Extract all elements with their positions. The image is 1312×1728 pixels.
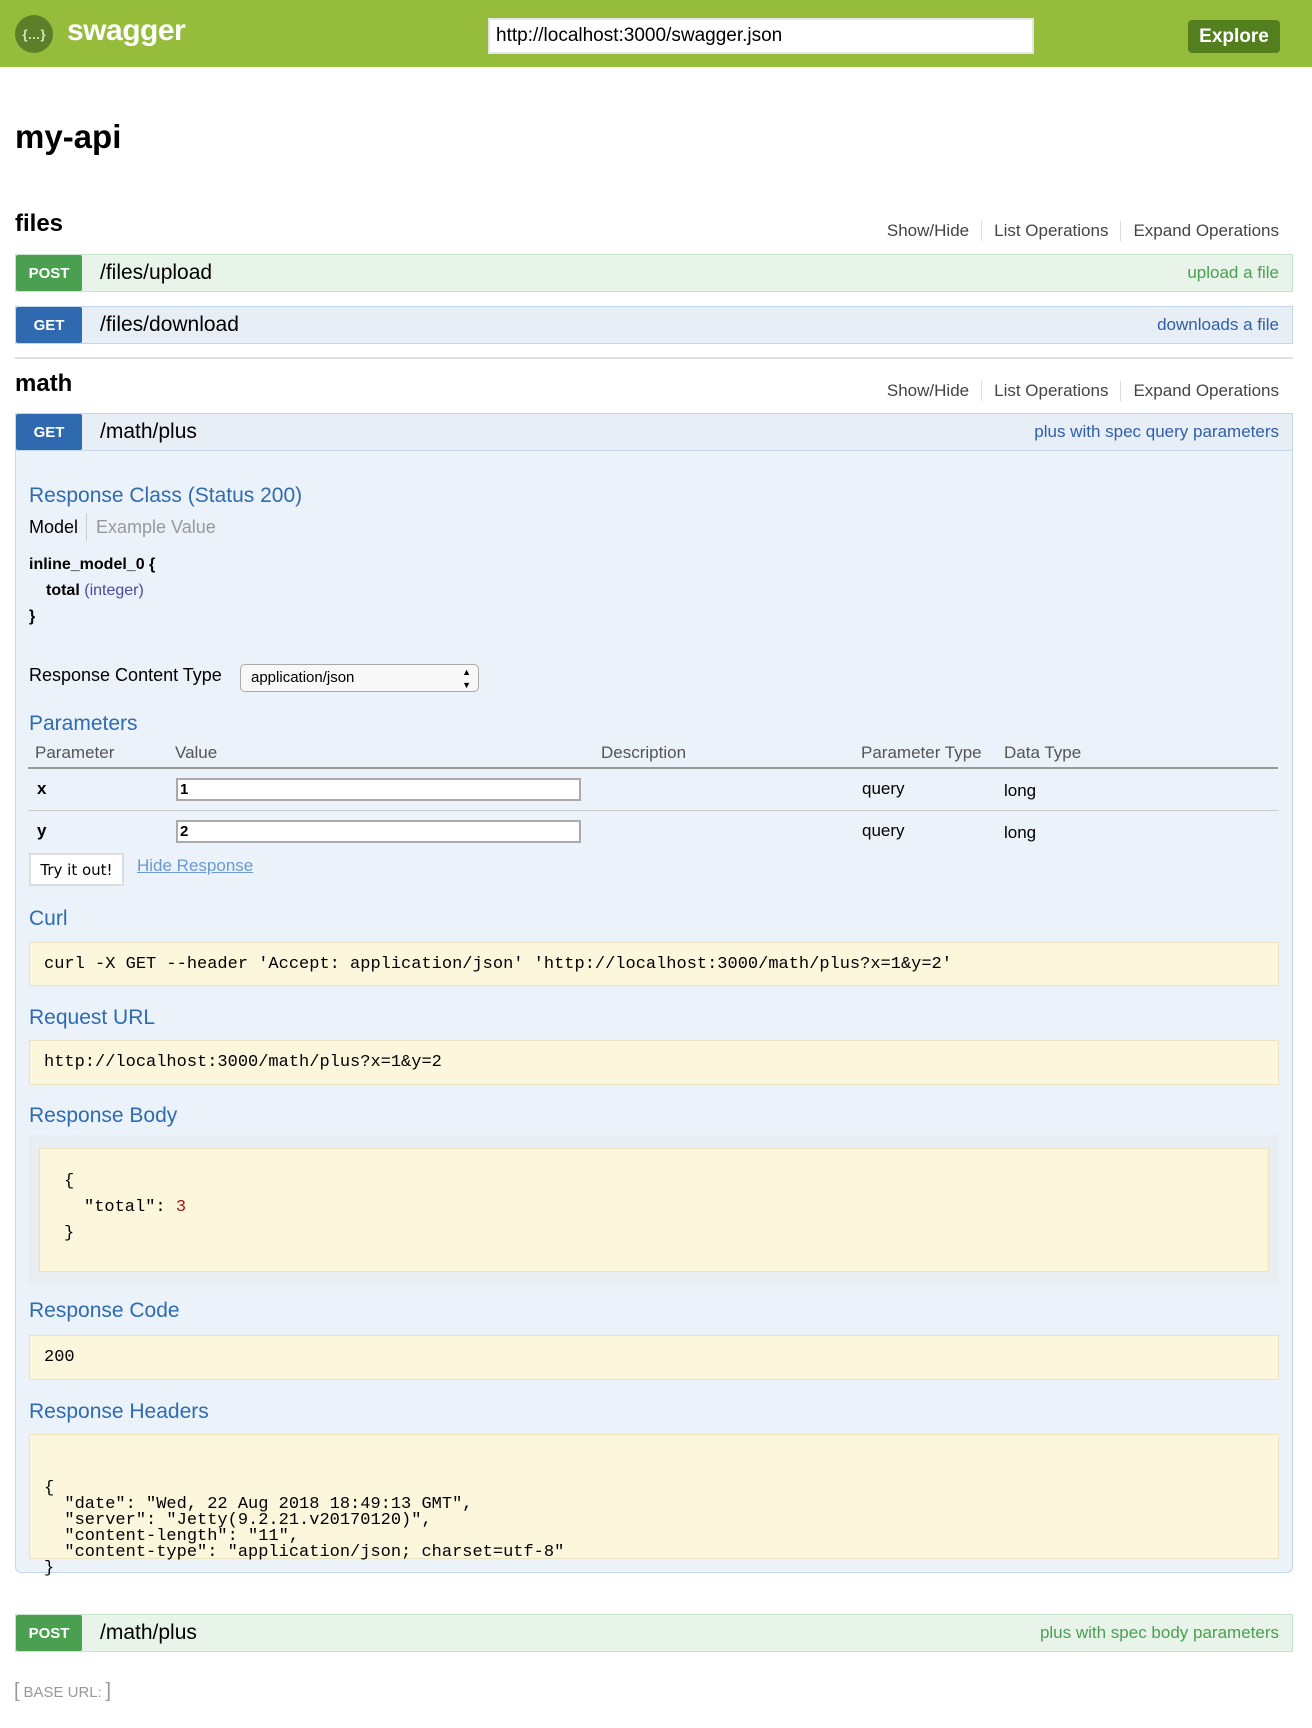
param-name-y: y [37, 821, 47, 840]
section-files-title[interactable]: files [15, 210, 64, 237]
response-body: { "total": 3 } [39, 1148, 1269, 1272]
field-name: total [46, 582, 80, 599]
section-files-links: Show/Hide List Operations Expand Operati… [875, 221, 1279, 241]
request-url: http://localhost:3000/math/plus?x=1&y=2 [44, 1053, 442, 1072]
operation-summary[interactable]: plus with spec body parameters [1039, 1623, 1279, 1642]
operation-get-files-download[interactable]: GET /files/download downloads a file [15, 306, 1293, 344]
expand-operations-link[interactable]: Expand Operations [1133, 381, 1279, 400]
row-divider [28, 810, 1278, 811]
curl-heading: Curl [29, 907, 68, 930]
request-url-heading: Request URL [29, 1006, 156, 1029]
col-parameter-type: Parameter Type [861, 743, 982, 762]
header-line: "content-length": "11", [44, 1527, 300, 1546]
param-y-input[interactable] [176, 820, 581, 843]
show-hide-link[interactable]: Show/Hide [875, 221, 983, 241]
model-close: } [29, 608, 36, 625]
curl-command: curl -X GET --header 'Accept: applicatio… [44, 954, 952, 974]
operation-post-files-upload[interactable]: POST /files/upload upload a file [15, 254, 1293, 292]
data-type: long [1004, 781, 1037, 800]
show-hide-link[interactable]: Show/Hide [875, 381, 983, 401]
base-url-label: BASE URL [23, 1684, 98, 1701]
operation-post-math-plus[interactable]: POST /math/plus plus with spec body para… [15, 1614, 1293, 1652]
body-line: "total": 3 [64, 1195, 1268, 1221]
param-type: query [862, 821, 905, 840]
body-close: } [64, 1224, 75, 1243]
section-math-links: Show/Hide List Operations Expand Operati… [875, 381, 1279, 401]
body-value: 3 [175, 1198, 187, 1217]
try-it-out-button[interactable]: Try it out! [29, 853, 124, 886]
request-url-box: http://localhost:3000/math/plus?x=1&y=2 [29, 1040, 1279, 1085]
example-value-tab[interactable]: Example Value [96, 517, 216, 537]
method-badge: GET [16, 307, 82, 343]
content-type-label: Response Content Type [29, 665, 222, 685]
response-headers-heading: Response Headers [29, 1400, 209, 1423]
response-class-heading: Response Class (Status 200) [29, 484, 303, 507]
model-field: total (integer) [46, 582, 144, 600]
method-badge: POST [16, 1615, 82, 1651]
response-code: 200 [44, 1348, 75, 1367]
section-divider [15, 357, 1293, 359]
curl-box: curl -X GET --header 'Accept: applicatio… [29, 942, 1279, 986]
operation-details-panel [15, 451, 1293, 1573]
response-headers-box: { "date": "Wed, 22 Aug 2018 18:49:13 GMT… [29, 1434, 1279, 1577]
parameters-heading: Parameters [29, 712, 138, 735]
select-arrows-icon: ▲ ▼ [462, 667, 471, 690]
operation-path[interactable]: /math/plus [100, 420, 197, 443]
method-badge: POST [16, 255, 82, 291]
hide-response-link[interactable]: Hide Response [137, 856, 254, 875]
header-line: "server": "Jetty(9.2.21.v20170120)", [44, 1511, 432, 1530]
operation-summary[interactable]: plus with spec query parameters [1034, 422, 1279, 441]
tab-separator [86, 513, 87, 541]
header-line: "date": "Wed, 22 Aug 2018 18:49:13 GMT", [44, 1495, 473, 1514]
body-open: { [64, 1172, 75, 1191]
expand-operations-link[interactable]: Expand Operations [1133, 221, 1279, 240]
header-line: { [44, 1479, 55, 1498]
response-code-heading: Response Code [29, 1299, 180, 1322]
brand-name: swagger [67, 14, 186, 47]
field-type: (integer) [84, 582, 144, 599]
col-value: Value [175, 743, 218, 762]
operation-path[interactable]: /math/plus [100, 1621, 197, 1644]
swagger-logo-icon: {…} [15, 15, 53, 53]
param-x-input[interactable] [176, 778, 581, 801]
model-name: inline_model_0 { [29, 556, 156, 573]
method-badge: GET [16, 414, 82, 450]
response-body-heading: Response Body [29, 1104, 178, 1127]
operation-summary[interactable]: upload a file [1187, 263, 1279, 282]
api-title: my-api [15, 118, 122, 155]
content-type-select[interactable]: application/json ▲ ▼ [240, 664, 479, 692]
list-operations-link[interactable]: List Operations [982, 221, 1122, 241]
col-data-type: Data Type [1004, 743, 1082, 762]
operation-path[interactable]: /files/download [100, 313, 239, 336]
header-line: } [44, 1559, 55, 1578]
col-parameter: Parameter [35, 743, 115, 762]
col-description: Description [601, 743, 687, 762]
operation-path[interactable]: /files/upload [100, 261, 213, 284]
param-name-x: x [37, 779, 47, 798]
header-line: "content-type": "application/json; chars… [44, 1543, 565, 1562]
table-header-line [28, 767, 1278, 769]
spec-url-input[interactable] [488, 18, 1034, 54]
section-math-title[interactable]: math [15, 370, 73, 397]
list-operations-link[interactable]: List Operations [982, 381, 1122, 401]
select-value: application/json [251, 669, 355, 686]
operation-summary[interactable]: downloads a file [1157, 315, 1279, 334]
model-tab[interactable]: Model [29, 517, 79, 537]
response-code-box: 200 [29, 1335, 1279, 1380]
param-type: query [862, 779, 905, 798]
base-url: [ BASE URL: ] [14, 1680, 111, 1702]
operation-get-math-plus[interactable]: GET /math/plus plus with spec query para… [15, 413, 1293, 451]
data-type: long [1004, 823, 1037, 842]
body-key: "total": [84, 1198, 176, 1217]
explore-button[interactable]: Explore [1188, 20, 1280, 53]
